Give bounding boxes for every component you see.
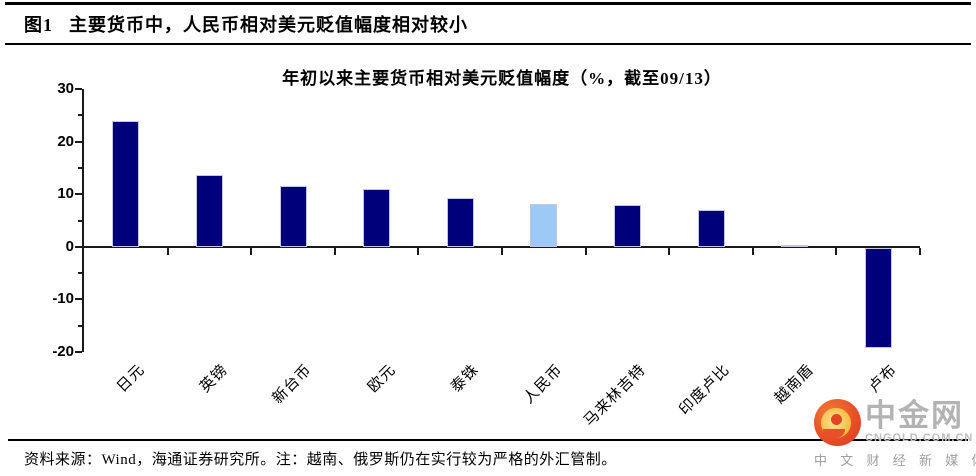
x-axis-category-label: 卢布 bbox=[866, 361, 901, 396]
y-axis-major-tick bbox=[75, 193, 82, 196]
chart-title: 年初以来主要货币相对美元贬值幅度（%，截至09/13） bbox=[282, 69, 722, 88]
x-axis-category-label: 人民币 bbox=[520, 361, 566, 408]
watermark-row: 中金网 CNGOLD.COM.CN bbox=[814, 399, 972, 446]
bar-泰铢 bbox=[446, 197, 474, 247]
watermark-brand: 中金网 bbox=[865, 398, 964, 433]
figure-title: 主要货币中，人民币相对美元贬值幅度相对较小 bbox=[69, 15, 468, 35]
x-axis-tick bbox=[919, 247, 921, 255]
bar-新台币 bbox=[279, 185, 307, 247]
bar-欧元 bbox=[363, 188, 391, 247]
cloud-tail bbox=[823, 429, 845, 438]
x-axis-category-label: 英镑 bbox=[197, 361, 232, 396]
cngold-logo-icon bbox=[814, 399, 861, 446]
x-axis-category-label: 泰铢 bbox=[448, 361, 483, 396]
watermark-tagline: 中 文 财 经 新 媒 体 bbox=[814, 453, 976, 468]
x-axis-category-label: 越南盾 bbox=[771, 361, 817, 408]
bar-chart-plot-area: 30 20 10 0 -10 -20 日元 英镑 新台币 欧元 泰铢 人民币 马来林吉特 印度卢比 越南盾 卢… bbox=[52, 80, 921, 430]
x-axis-tick bbox=[166, 247, 169, 255]
y-axis-tick-label: 0 bbox=[65, 237, 74, 255]
y-axis-tick-label: -20 bbox=[52, 343, 74, 360]
y-axis-line bbox=[82, 89, 84, 352]
y-axis-tick-label: 20 bbox=[57, 132, 74, 150]
y-axis-minor-tick bbox=[78, 272, 82, 275]
x-axis-tick bbox=[751, 247, 754, 255]
watermark-domain: CNGOLD.COM.CN bbox=[865, 432, 974, 444]
y-axis-tick-label: 30 bbox=[57, 80, 74, 97]
y-axis-major-tick bbox=[75, 351, 82, 353]
y-axis-minor-tick bbox=[78, 114, 82, 117]
x-axis-category-label: 日元 bbox=[114, 361, 148, 396]
x-axis-tick bbox=[501, 247, 503, 255]
source-note: 资料来源：Wind，海通证券研究所。注：越南、俄罗斯仍在实行较为严格的外汇管制。 bbox=[24, 452, 617, 468]
watermark: 中金网 CNGOLD.COM.CN 中 文 财 经 新 媒 体 bbox=[814, 399, 976, 469]
y-axis-tick-label: 10 bbox=[57, 185, 74, 203]
x-axis-tick bbox=[417, 247, 420, 255]
bar-人民币 bbox=[530, 203, 558, 247]
x-axis-category-label: 马来林吉特 bbox=[581, 361, 650, 430]
top-rule bbox=[5, 2, 971, 5]
cloud-dot bbox=[831, 414, 842, 425]
x-axis-category-label: 新台币 bbox=[269, 361, 316, 408]
y-axis-major-tick bbox=[75, 298, 82, 301]
bar-马来林吉特 bbox=[613, 205, 641, 247]
x-axis-category-label: 欧元 bbox=[364, 361, 399, 396]
y-axis-minor-tick bbox=[78, 219, 82, 222]
y-axis-minor-tick bbox=[78, 166, 82, 169]
x-axis-tick bbox=[668, 247, 671, 255]
bar-卢布 bbox=[864, 247, 892, 348]
watermark-text-block: 中金网 CNGOLD.COM.CN bbox=[865, 399, 973, 444]
x-axis-tick bbox=[250, 247, 253, 255]
x-axis-category-label: 印度卢比 bbox=[676, 361, 734, 419]
bar-英镑 bbox=[195, 174, 223, 247]
x-axis-tick bbox=[835, 247, 838, 255]
header-rule bbox=[5, 43, 971, 45]
x-axis-tick bbox=[584, 247, 587, 255]
bottom-rule bbox=[8, 439, 968, 441]
figure-label: 图1 bbox=[24, 15, 53, 35]
y-axis-major-tick bbox=[75, 245, 82, 248]
figure-header: 图1 主要货币中，人民币相对美元贬值幅度相对较小 bbox=[24, 11, 956, 37]
y-axis-major-tick bbox=[75, 140, 82, 143]
y-axis-major-tick bbox=[75, 88, 82, 90]
bar-印度卢比 bbox=[697, 209, 725, 247]
x-axis-tick bbox=[333, 247, 336, 255]
bar-日元 bbox=[112, 120, 140, 247]
y-axis-tick-label: -10 bbox=[52, 290, 74, 308]
y-axis-minor-tick bbox=[78, 324, 82, 327]
bar-越南盾 bbox=[781, 244, 809, 247]
x-axis-line bbox=[82, 245, 920, 248]
